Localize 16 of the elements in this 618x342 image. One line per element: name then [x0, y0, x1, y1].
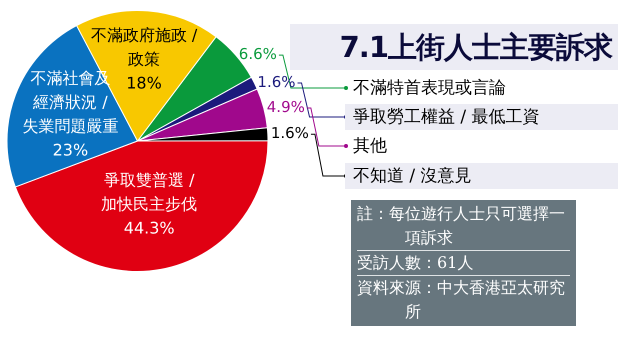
text: 註：每位遊行人士只可選擇一項訴求: [357, 203, 566, 249]
text: 7.1上街人士主要訴求: [290, 24, 618, 70]
slice-label: 不滿政府施政 / 政策: [90, 26, 198, 69]
data-label: 1.6%: [270, 124, 309, 142]
data-label: 6.6%: [238, 45, 277, 64]
legend-label: 其他: [352, 135, 388, 158]
data-label: 4.9%: [266, 98, 305, 116]
legend-label: 爭取勞工權益 / 最低工資: [345, 104, 618, 130]
slice-label: 爭取雙普選 / 加快民主步伐: [101, 170, 198, 214]
text: 受訪人數：61人: [357, 250, 570, 275]
source-note: 資料來源：中大香港亞太研究所: [357, 275, 570, 324]
data-label: 18%: [126, 74, 162, 93]
legend-label: 不滿特首表現或言論: [352, 77, 507, 100]
data-label: 23%: [52, 140, 88, 160]
data-label: 44.3%: [124, 218, 175, 238]
legend-label: 不知道 / 沒意見: [345, 163, 618, 189]
